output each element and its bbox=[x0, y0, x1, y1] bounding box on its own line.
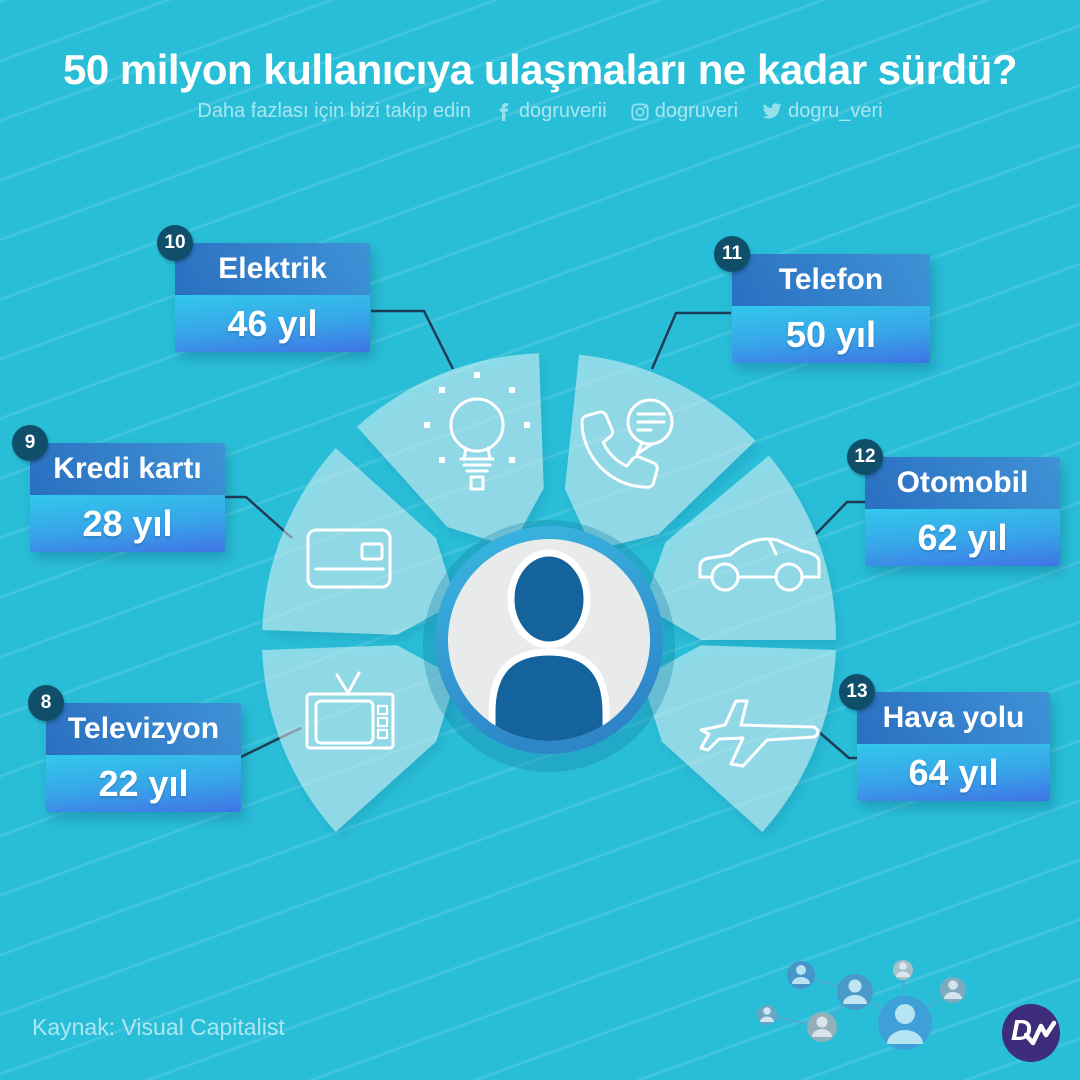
social-handle: dogru_veri bbox=[788, 100, 883, 122]
item-telefon: 11 Telefon 50 yıl bbox=[714, 236, 930, 363]
avatar bbox=[757, 960, 966, 1050]
item-number-badge: 10 bbox=[157, 225, 193, 261]
item-hava-yolu: 13 Hava yolu 64 yıl bbox=[839, 674, 1050, 801]
credit-card-icon bbox=[306, 528, 392, 589]
item-number-badge: 8 bbox=[28, 685, 64, 721]
item-otomobil: 12 Otomobil 62 yıl bbox=[847, 439, 1060, 566]
instagram-icon bbox=[631, 102, 649, 121]
item-label: Televizyon bbox=[46, 703, 241, 755]
social-handle: dogruverii bbox=[518, 100, 607, 122]
connector-lines bbox=[225, 309, 865, 760]
item-number-badge: 9 bbox=[12, 425, 48, 461]
item-value: 64 yıl bbox=[857, 744, 1050, 801]
car-icon bbox=[698, 537, 821, 592]
wedge-phone bbox=[564, 354, 756, 551]
social-handle: dogruveri bbox=[654, 100, 739, 122]
item-value: 62 yıl bbox=[865, 509, 1060, 566]
item-value: 28 yıl bbox=[30, 495, 225, 552]
source-credit: Kaynak: Visual Capitalist bbox=[32, 1014, 285, 1040]
item-televizyon: 8 Televizyon 22 yıl bbox=[28, 685, 241, 812]
connector-havayolu bbox=[818, 731, 857, 760]
item-number-badge: 11 bbox=[714, 236, 750, 272]
people-network-decoration bbox=[757, 960, 966, 1050]
connector-telefon bbox=[650, 311, 731, 370]
item-value: 22 yıl bbox=[46, 755, 241, 812]
central-user-figure bbox=[423, 520, 675, 772]
item-kredi-karti: 9 Kredi kartı 28 yıl bbox=[12, 425, 225, 552]
facebook-icon bbox=[495, 102, 513, 121]
item-label: Otomobil bbox=[865, 457, 1060, 509]
phone-icon bbox=[580, 398, 674, 489]
airplane-icon bbox=[699, 699, 820, 768]
item-number-badge: 13 bbox=[839, 674, 875, 710]
connector-elektrik bbox=[371, 309, 455, 370]
person-icon bbox=[488, 549, 610, 741]
twitter-icon bbox=[762, 102, 782, 121]
item-label: Kredi kartı bbox=[30, 443, 225, 495]
connector-kredi bbox=[225, 495, 293, 539]
connector-otomobil bbox=[815, 500, 865, 535]
page-title: 50 milyon kullanıcıya ulaşmaları ne kada… bbox=[62, 46, 1018, 93]
item-label: Elektrik bbox=[175, 243, 370, 295]
item-value: 50 yıl bbox=[732, 306, 930, 363]
dv-logo[interactable]: D bbox=[1002, 1004, 1060, 1062]
item-number-badge: 12 bbox=[847, 439, 883, 475]
lightbulb-icon bbox=[424, 372, 530, 491]
tv-icon bbox=[305, 671, 395, 750]
follow-bar: Daha fazlası için bizi takip edin dogruv… bbox=[0, 100, 1080, 123]
social-instagram[interactable]: dogruveri bbox=[631, 100, 738, 123]
social-twitter[interactable]: dogru_veri bbox=[762, 100, 883, 123]
wedge-credit-card bbox=[262, 448, 457, 635]
item-label: Hava yolu bbox=[857, 692, 1050, 744]
item-value: 46 yıl bbox=[175, 295, 370, 352]
item-label: Telefon bbox=[732, 254, 930, 306]
follow-text: Daha fazlası için bizi takip edin bbox=[197, 100, 471, 122]
item-elektrik: 10 Elektrik 46 yıl bbox=[157, 225, 370, 352]
wedge-lightbulb bbox=[357, 353, 544, 548]
wedge-tv bbox=[262, 645, 457, 832]
checkmark-icon bbox=[1024, 1020, 1057, 1046]
social-facebook[interactable]: dogruverii bbox=[495, 100, 607, 123]
